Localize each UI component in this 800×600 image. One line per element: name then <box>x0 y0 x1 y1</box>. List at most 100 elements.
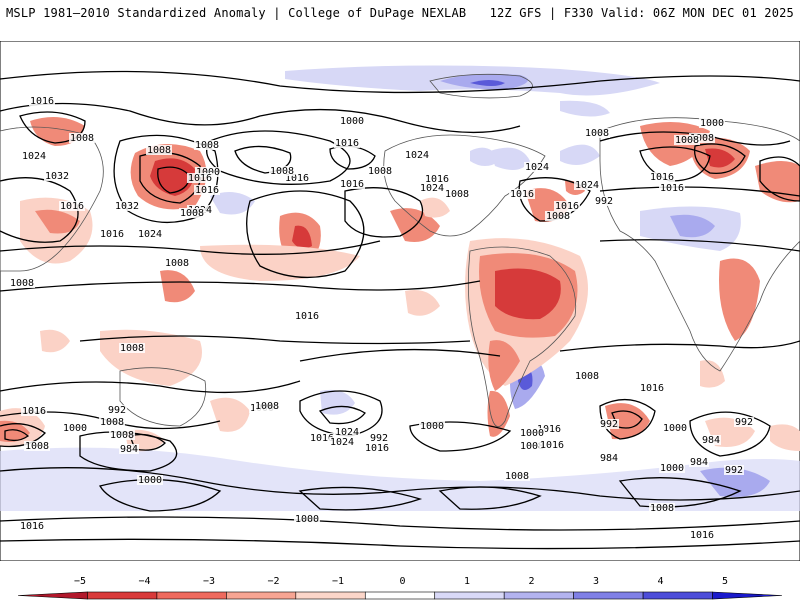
isobar-label-bg <box>294 311 320 321</box>
model-run-info: 12Z GFS | F330 Valid: 06Z MON DEC 01 202… <box>489 6 794 20</box>
colorbar-swatch <box>226 591 297 600</box>
isobar-label: 1016 <box>295 311 319 322</box>
colorbar-ticks: −5 −4 −3 −2 −1 0 1 2 3 4 5 <box>74 576 728 587</box>
isobar-label-bg <box>62 423 88 433</box>
isobar-label-bg <box>339 116 365 126</box>
isobar-label-bg <box>519 428 545 438</box>
isobar-label-bg <box>734 417 754 427</box>
colorbar-swatch <box>17 591 88 600</box>
isobar-label: 1008 <box>255 401 279 412</box>
isobar-label: 1008 <box>546 211 570 222</box>
isobar-label-bg <box>649 503 675 513</box>
isobar-label: 1008 <box>368 166 392 177</box>
isobar-label: 1016 <box>60 201 84 212</box>
isobar-label-bg <box>44 171 70 181</box>
isobar-label-bg <box>419 183 445 193</box>
isobar-label-bg <box>574 180 600 190</box>
colorbar-swatch <box>364 591 436 600</box>
isobar-label: 1016 <box>425 174 449 185</box>
isobar-label-bg <box>444 189 470 199</box>
isobar-label-bg <box>689 457 709 467</box>
isobar-label: 1008 <box>110 430 134 441</box>
isobar-label: 1016 <box>690 530 714 541</box>
isobar-label: 1000 <box>138 475 162 486</box>
isobar-label: 992 <box>595 196 613 207</box>
isobar-label-bg <box>137 229 163 239</box>
isobar-label-bg <box>649 172 675 182</box>
isobar-label: 1016 <box>537 424 561 435</box>
isobar-label-bg <box>99 229 125 239</box>
isobar-label-bg <box>545 211 571 221</box>
isobar-label: 1016 <box>22 406 46 417</box>
isobar-label: 1016 <box>30 96 54 107</box>
isobar-label-bg <box>114 201 140 211</box>
isobar-label: 1016 <box>195 185 219 196</box>
isobar-label: 992 <box>600 419 618 430</box>
isobar-label-bg <box>9 278 35 288</box>
isobar-label: 1000 <box>420 421 444 432</box>
isobar-label-bg <box>674 135 700 145</box>
isobar-label: 1016 <box>555 201 579 212</box>
isobar-label: 1008 <box>147 145 171 156</box>
isobar-label-bg <box>689 530 715 540</box>
colorbar-swatch <box>295 591 366 600</box>
isobar-label-bg <box>689 133 715 143</box>
isobar-label-bg <box>724 465 744 475</box>
colorbar-tick-label: −2 <box>267 576 279 587</box>
isobar-label: 1024 <box>138 229 162 240</box>
isobar-label: 1008 <box>120 343 144 354</box>
isobar-label-bg <box>599 453 619 463</box>
isobar-label: 1008 <box>270 166 294 177</box>
isobar-label: 1016 <box>310 433 334 444</box>
colorbar-tick-label: 0 <box>399 576 405 587</box>
isobar-label: 1016 <box>188 173 212 184</box>
colorbar-swatch <box>434 591 505 600</box>
colorbar-swatch <box>503 591 574 600</box>
isobar-label: 1024 <box>525 162 549 173</box>
isobar-label-bg <box>254 401 280 411</box>
isobar-label: 1008 <box>585 128 609 139</box>
isobar-label-bg <box>594 196 614 206</box>
isobar-label: 992 <box>735 417 753 428</box>
colorbar: −5 −4 −3 −2 −1 0 1 2 3 4 5 <box>17 576 783 600</box>
isobar-label-bg <box>659 463 685 473</box>
isobar-label-bg <box>19 521 45 531</box>
isobar-label: 992 <box>108 405 126 416</box>
map-title: MSLP 1981–2010 Standardized Anomaly | Co… <box>6 6 467 20</box>
isobar-label-bg <box>146 145 172 155</box>
colorbar-swatch <box>573 591 644 600</box>
colorbar-tick-label: −1 <box>332 576 344 587</box>
isobar-label: 1016 <box>365 443 389 454</box>
isobar-label-bg <box>269 166 295 176</box>
isobar-label-bg <box>334 427 360 437</box>
coastlines <box>0 73 800 428</box>
colorbar-tick-label: 1 <box>464 576 470 587</box>
isobar-label-bg <box>309 433 335 443</box>
isobar-label: 1024 <box>330 437 354 448</box>
isobar-label-bg <box>69 133 95 143</box>
isobar-label: 984 <box>120 444 138 455</box>
isobar-label-bg <box>107 405 127 415</box>
colorbar-tick-label: 5 <box>722 576 728 587</box>
colorbar-tick-label: 3 <box>593 576 599 587</box>
colorbar-tick-label: 4 <box>657 576 663 587</box>
isobar-label: 1008 <box>180 208 204 219</box>
isobar-label: 1016 <box>650 172 674 183</box>
isobar-label: 1024 <box>22 151 46 162</box>
isobar-label-bg <box>194 185 220 195</box>
isobar-label: 1008 <box>445 189 469 200</box>
isobar-label-bg <box>24 441 50 451</box>
isobar-label: 984 <box>690 457 708 468</box>
isobar-label-bg <box>536 424 562 434</box>
colorbar-tick-label: −5 <box>74 576 86 587</box>
isobar-label-bg <box>504 471 530 481</box>
isobar-label-bg <box>21 151 47 161</box>
isobar-label-bg <box>195 167 221 177</box>
isobar-label: 1008 <box>195 140 219 151</box>
isobar-label-bg <box>662 423 688 433</box>
isobar-label-bg <box>59 201 85 211</box>
anomaly-shading <box>0 65 800 511</box>
isobar-label-bg <box>334 138 360 148</box>
isobar-label-bg <box>554 201 580 211</box>
colorbar-tick-label: −3 <box>203 576 215 587</box>
